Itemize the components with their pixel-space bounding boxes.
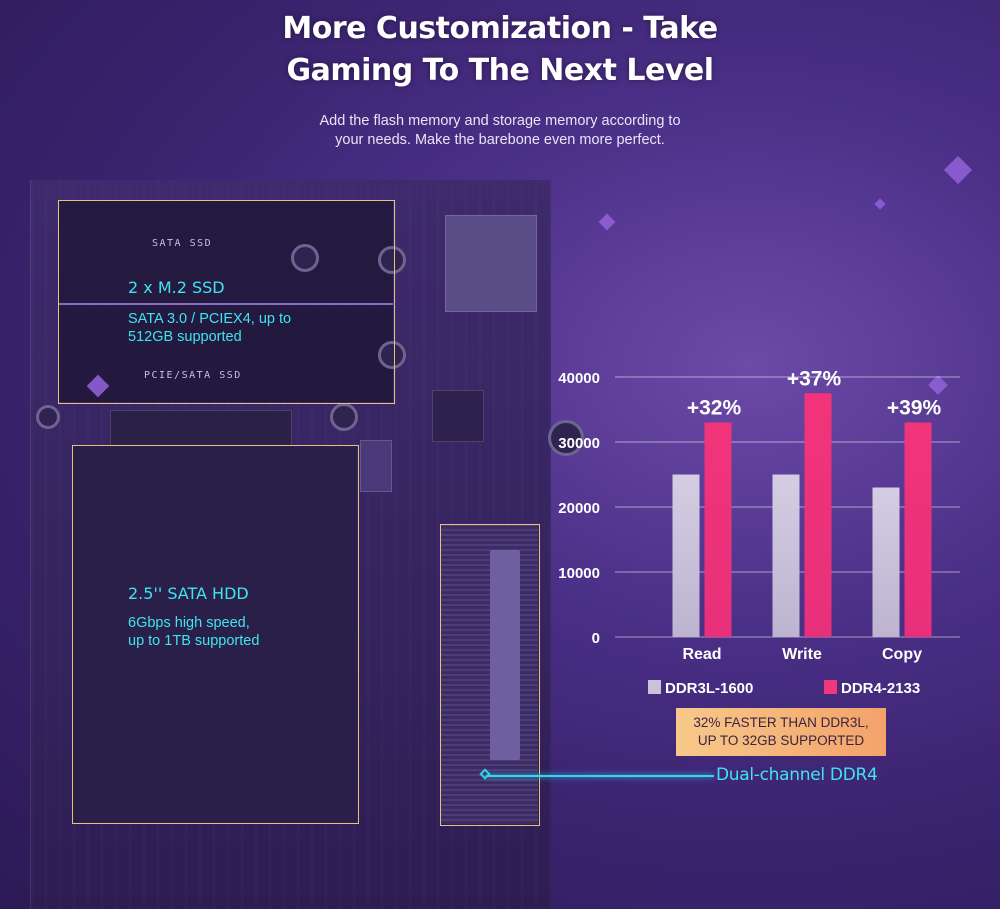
component-chip bbox=[360, 440, 392, 492]
ssd-divider bbox=[58, 303, 393, 305]
ssd-description-line-1: SATA 3.0 / PCIEX4, up to bbox=[128, 311, 292, 327]
bar-annotation: +37% bbox=[787, 367, 842, 390]
diamond-decoration bbox=[598, 213, 616, 231]
ram-highlight-box bbox=[440, 524, 540, 826]
silkscreen-sata-ssd: SATA SSD bbox=[152, 238, 213, 249]
subtitle-line-1: Add the flash memory and storage memory … bbox=[319, 113, 681, 129]
legend-label: DDR4-2133 bbox=[841, 680, 920, 697]
y-tick-label: 20000 bbox=[558, 500, 600, 517]
y-tick-label: 30000 bbox=[558, 435, 600, 452]
ram-slot bbox=[440, 524, 538, 824]
title-line-1: More Customization - Take bbox=[282, 11, 718, 46]
page-subtitle: Add the flash memory and storage memory … bbox=[0, 112, 1000, 150]
ram-module bbox=[490, 550, 520, 760]
diamond-decoration bbox=[943, 155, 973, 185]
hdd-description-line-2: up to 1TB supported bbox=[128, 633, 260, 649]
ram-callout-label: Dual-channel DDR4 bbox=[716, 765, 878, 785]
capacitor bbox=[548, 420, 584, 456]
ssd-heading: 2 x M.2 SSD bbox=[128, 278, 225, 297]
ssd-highlight-box bbox=[58, 200, 395, 404]
x-axis-labels: Read Write Copy bbox=[682, 646, 922, 663]
x-tick-label: Write bbox=[782, 646, 822, 663]
chart-legend: DDR3L-1600 DDR4-2133 bbox=[648, 680, 920, 697]
screw-hole bbox=[378, 246, 406, 274]
x-tick-label: Read bbox=[682, 646, 721, 663]
chipset bbox=[432, 390, 484, 442]
y-tick-label: 40000 bbox=[558, 370, 600, 387]
hdd-description-line-1: 6Gbps high speed, bbox=[128, 615, 250, 631]
title-line-2: Gaming To The Next Level bbox=[286, 53, 714, 88]
hdd-heading: 2.5'' SATA HDD bbox=[128, 584, 249, 603]
y-axis-ticks: 0 10000 20000 30000 40000 bbox=[558, 370, 600, 647]
bar-ddr3l-1600-write bbox=[772, 474, 800, 637]
ram-callout-line bbox=[486, 775, 714, 777]
screw-hole bbox=[378, 341, 406, 369]
y-tick-label: 10000 bbox=[558, 565, 600, 582]
chart-annotations: +32% +37% +39% bbox=[687, 367, 942, 419]
badge-line-2: UP TO 32GB SUPPORTED bbox=[697, 733, 865, 748]
m2-ssd-area bbox=[58, 200, 393, 402]
ssd-description-line-2: 512GB supported bbox=[128, 329, 242, 345]
subtitle-line-2: your needs. Make the barebone even more … bbox=[335, 132, 665, 148]
silkscreen-pcie-ssd: PCIE/SATA SSD bbox=[144, 370, 242, 381]
legend-label: DDR3L-1600 bbox=[665, 680, 753, 697]
performance-badge: 32% FASTER THAN DDR3L, UP TO 32GB SUPPOR… bbox=[676, 708, 886, 756]
hdd-highlight-box bbox=[72, 445, 359, 824]
x-tick-label: Copy bbox=[882, 646, 922, 663]
chart-bars bbox=[672, 393, 932, 637]
bar-ddr3l-1600-copy bbox=[872, 487, 900, 637]
y-tick-label: 0 bbox=[592, 630, 600, 647]
bar-ddr4-2133-copy bbox=[904, 422, 932, 637]
bar-annotation: +39% bbox=[887, 397, 942, 420]
legend-swatch bbox=[648, 680, 661, 694]
diamond-decoration bbox=[874, 198, 886, 210]
bar-ddr4-2133-read bbox=[704, 422, 732, 637]
memory-performance-chart: 0 10000 20000 30000 40000 +32% +37% +39% Read W… bbox=[558, 367, 960, 697]
bar-ddr3l-1600-read bbox=[672, 474, 700, 637]
screw-hole bbox=[291, 244, 319, 272]
capacitor bbox=[330, 403, 358, 431]
capacitor bbox=[36, 405, 60, 429]
bar-annotation: +32% bbox=[687, 397, 742, 420]
page-title: More Customization - Take Gaming To The … bbox=[0, 8, 1000, 92]
legend-swatch bbox=[824, 680, 837, 694]
hdd-bay bbox=[72, 445, 357, 822]
badge-line-1: 32% FASTER THAN DDR3L, bbox=[693, 715, 869, 730]
wifi-module bbox=[445, 215, 537, 312]
bar-ddr4-2133-write bbox=[804, 393, 832, 637]
